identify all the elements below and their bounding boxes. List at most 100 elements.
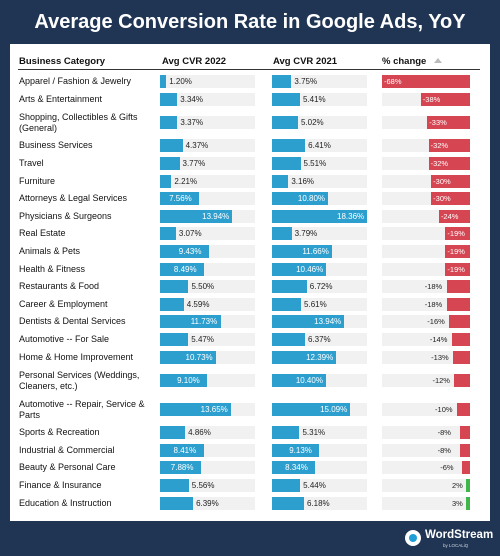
cvr-2021-bar — [272, 443, 320, 457]
cvr-2021-value: 6.37% — [307, 335, 331, 345]
change-cell: -68% — [382, 75, 470, 89]
cvr-2021-cell: 11.66% — [272, 245, 367, 259]
cvr-2021-cell: 5.51% — [272, 157, 367, 171]
category-label: Finance & Insurance — [19, 480, 102, 491]
cvr-2022-value: 4.86% — [188, 428, 211, 438]
change-cell: -13% — [382, 350, 470, 364]
cvr-2021-bar — [272, 209, 367, 223]
header-business-category[interactable]: Business Category — [19, 56, 106, 67]
cvr-2022-cell: 5.47% — [160, 333, 255, 347]
cvr-2021-bar — [272, 157, 301, 171]
header-cvr-2022[interactable]: Avg CVR 2022 — [162, 56, 227, 67]
category-label: Personal Services (Weddings, Cleaners, e… — [19, 369, 140, 391]
cvr-2022-bar — [160, 174, 172, 188]
cvr-2021-bar — [272, 174, 289, 188]
cvr-2022-value: 9.43% — [178, 247, 202, 257]
change-value: -12% — [432, 376, 450, 385]
cvr-2022-cell: 4.86% — [160, 426, 255, 440]
cvr-2022-cell: 8.49% — [160, 262, 255, 276]
table-row: Automotive -- Repair, Service & Parts 13.… — [10, 395, 490, 424]
table-row: Real Estate 3.07% 3.79% -19% — [10, 225, 490, 243]
change-bar — [382, 75, 470, 89]
header-cvr-2021[interactable]: Avg CVR 2021 — [273, 56, 338, 67]
category-label: Restaurants & Food — [19, 281, 100, 292]
category-label: Career & Employment — [19, 298, 108, 309]
change-value: -18% — [424, 299, 443, 309]
cvr-2022-cell: 11.73% — [160, 315, 255, 329]
cvr-2021-value: 11.66% — [302, 247, 329, 257]
cvr-2021-bar — [272, 350, 337, 364]
cvr-2022-value: 5.47% — [191, 335, 214, 345]
cvr-2022-value: 3.34% — [180, 94, 203, 104]
cvr-2021-cell: 5.44% — [272, 479, 367, 493]
cvr-2022-bar — [160, 75, 167, 89]
cvr-2021-cell: 6.72% — [272, 280, 367, 294]
cvr-2021-cell: 6.18% — [272, 496, 367, 510]
table-row: Animals & Pets 9.43% 11.66% -19% — [10, 243, 490, 261]
change-bar — [431, 192, 470, 206]
change-value: -38% — [422, 94, 441, 104]
cvr-2022-value: 5.56% — [191, 481, 215, 491]
change-cell: -19% — [382, 245, 470, 259]
table-row: Travel 3.77% 5.51% -32% — [10, 155, 490, 173]
change-bar — [445, 227, 470, 241]
table-row: Beauty & Personal Care 7.88% 8.34% -6% — [10, 459, 490, 477]
change-value: -68% — [384, 77, 402, 87]
change-cell: -12% — [382, 374, 470, 387]
cvr-2021-cell: 5.02% — [272, 116, 367, 130]
change-cell: 2% — [382, 479, 470, 493]
category-label: Shopping, Collectibles & Gifts (General) — [19, 111, 138, 133]
table-row: Dentists & Dental Services 11.73% 13.94% -1… — [10, 313, 490, 331]
table-row: Attorneys & Legal Services 7.56% 10.80% -30… — [10, 190, 490, 208]
change-bar — [466, 479, 470, 493]
change-value: 2% — [452, 481, 463, 491]
sort-ascending-icon[interactable] — [434, 58, 443, 63]
cvr-2021-value: 5.31% — [302, 428, 326, 438]
cvr-2021-cell: 18.36% — [272, 209, 367, 223]
cvr-2021-bar — [272, 280, 307, 294]
change-value: -14% — [429, 335, 448, 345]
change-value: -30% — [433, 194, 451, 204]
cvr-2021-value: 6.41% — [308, 141, 331, 151]
cvr-2022-value: 5.50% — [191, 282, 215, 292]
cvr-2022-cell: 9.43% — [160, 245, 255, 259]
table-row: Automotive -- For Sale 5.47% 6.37% -14% — [10, 331, 490, 349]
cvr-2021-cell: 9.13% — [272, 443, 367, 457]
cvr-2022-bar — [160, 116, 178, 130]
cvr-2022-bar — [160, 350, 216, 364]
change-cell: -30% — [382, 192, 470, 206]
category-label: Health & Fitness — [19, 263, 86, 274]
change-bar — [446, 297, 470, 311]
cvr-2021-value: 8.34% — [285, 463, 308, 473]
cvr-2021-value: 6.18% — [306, 498, 330, 508]
table-row: Personal Services (Weddings, Cleaners, e… — [10, 366, 490, 395]
change-bar — [428, 139, 470, 153]
change-bar — [445, 245, 470, 259]
header-percent-change[interactable]: % change — [382, 56, 443, 67]
cvr-2022-bar — [160, 403, 231, 416]
category-label: Education & Instruction — [19, 497, 112, 508]
category-label: Animals & Pets — [19, 246, 81, 257]
change-value: -19% — [447, 247, 465, 257]
table-row: Business Services 4.37% 6.41% -32% — [10, 137, 490, 155]
cvr-2022-bar — [160, 245, 209, 259]
cvr-2022-cell: 4.37% — [160, 139, 255, 153]
change-bar — [454, 374, 470, 387]
change-cell: -14% — [382, 333, 470, 347]
table-row: Furniture 2.21% 3.16% -30% — [10, 172, 490, 190]
cvr-2021-bar — [272, 496, 304, 510]
cvr-2022-value: 9.10% — [177, 376, 200, 385]
cvr-2022-cell: 13.65% — [160, 403, 255, 416]
change-bar — [449, 315, 470, 329]
change-cell: -16% — [382, 315, 470, 329]
cvr-2021-cell: 13.94% — [272, 315, 367, 329]
cvr-2021-bar — [272, 315, 345, 329]
cvr-2022-cell: 3.34% — [160, 92, 255, 106]
table-row: Industrial & Commercial 8.41% 9.13% -8% — [10, 442, 490, 460]
cvr-2022-cell: 4.59% — [160, 297, 255, 311]
cvr-2021-bar — [272, 333, 305, 347]
cvr-2021-bar — [272, 227, 292, 241]
category-label: Apparel / Fashion & Jewelry — [19, 76, 132, 87]
cvr-2022-bar — [160, 479, 189, 493]
change-bar — [438, 209, 470, 223]
